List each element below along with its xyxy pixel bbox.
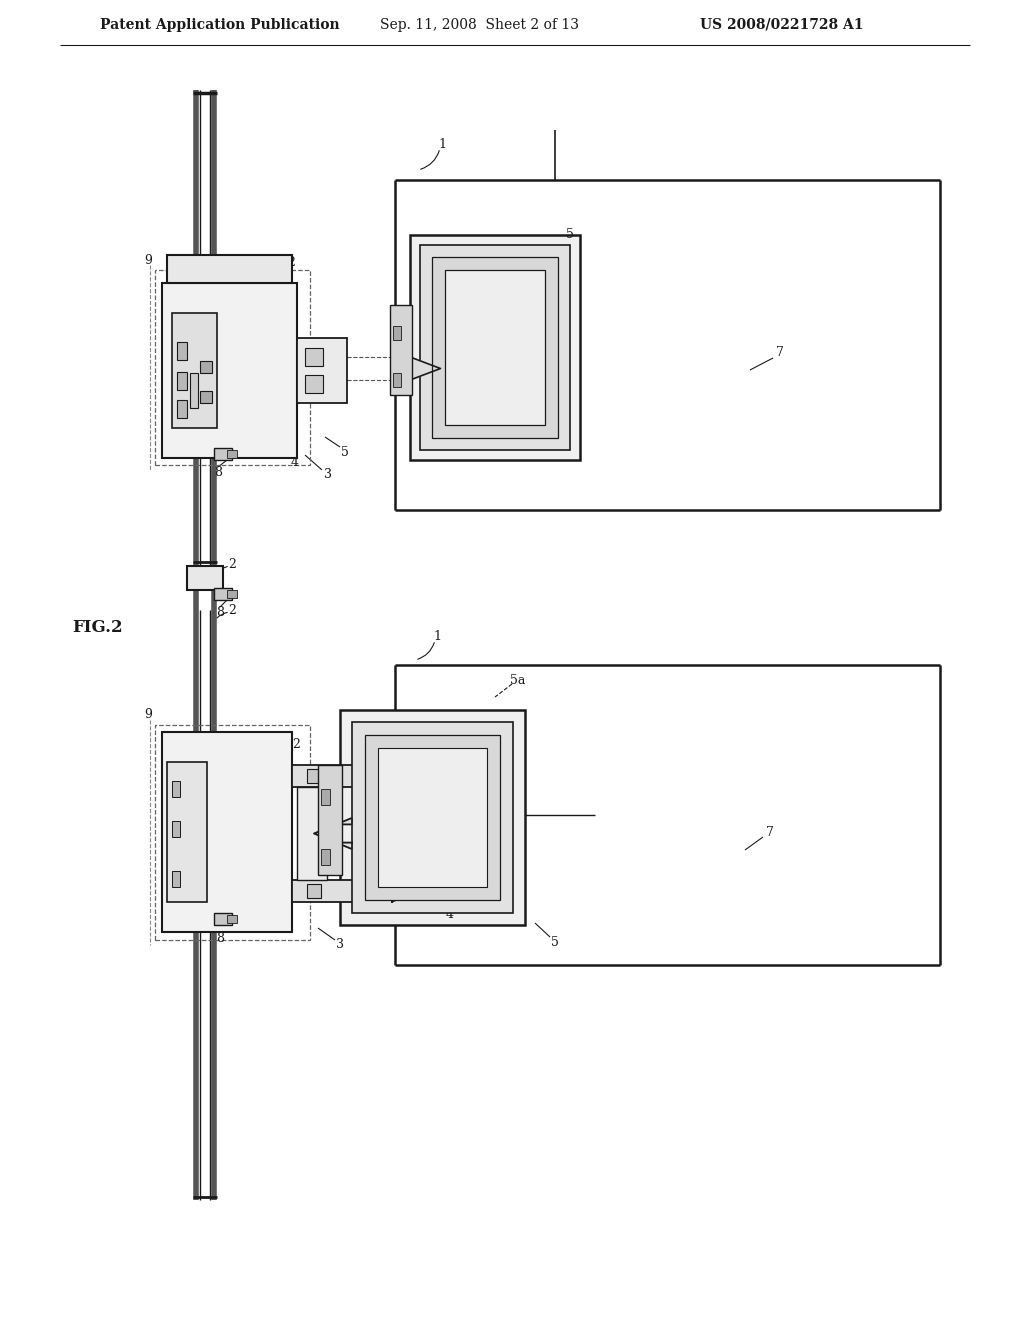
Text: 2: 2 bbox=[228, 557, 236, 570]
Bar bbox=[172, 871, 180, 887]
Bar bbox=[214, 587, 232, 601]
Text: Patent Application Publication: Patent Application Publication bbox=[100, 18, 340, 32]
Text: 8: 8 bbox=[216, 606, 224, 619]
Bar bbox=[378, 748, 487, 887]
Bar bbox=[292, 766, 392, 787]
Bar bbox=[321, 789, 330, 805]
Bar bbox=[214, 913, 232, 925]
Bar bbox=[162, 282, 297, 458]
Text: S: S bbox=[233, 437, 243, 450]
Bar bbox=[187, 566, 223, 590]
Text: US 2008/0221728 A1: US 2008/0221728 A1 bbox=[700, 18, 863, 32]
Text: 5: 5 bbox=[566, 228, 573, 242]
Text: 6: 6 bbox=[419, 755, 427, 768]
Bar bbox=[172, 821, 180, 837]
Text: 5a: 5a bbox=[254, 268, 269, 281]
Bar bbox=[432, 257, 558, 438]
Text: 8: 8 bbox=[214, 466, 222, 479]
Text: 4: 4 bbox=[291, 457, 299, 470]
Bar bbox=[200, 360, 212, 374]
Polygon shape bbox=[392, 766, 417, 787]
Bar bbox=[177, 400, 187, 418]
Bar bbox=[340, 710, 525, 925]
Bar bbox=[227, 915, 237, 923]
Text: 4: 4 bbox=[446, 908, 454, 921]
Text: S: S bbox=[240, 284, 248, 297]
Bar bbox=[167, 762, 207, 902]
Text: 7: 7 bbox=[766, 825, 774, 838]
Text: 9: 9 bbox=[144, 253, 152, 267]
Bar bbox=[305, 375, 323, 393]
Bar bbox=[318, 766, 342, 875]
Bar bbox=[390, 305, 412, 395]
Text: 6: 6 bbox=[419, 879, 427, 891]
Bar bbox=[307, 884, 321, 898]
Text: 7: 7 bbox=[776, 346, 784, 359]
Text: 5a: 5a bbox=[510, 673, 525, 686]
Polygon shape bbox=[314, 818, 352, 849]
Text: 8: 8 bbox=[216, 932, 224, 945]
Bar bbox=[307, 770, 321, 783]
Bar bbox=[155, 725, 310, 940]
Text: 12: 12 bbox=[285, 738, 301, 751]
Bar bbox=[393, 326, 401, 341]
Bar bbox=[393, 374, 401, 387]
Bar bbox=[227, 590, 237, 598]
Bar bbox=[227, 450, 237, 458]
Bar bbox=[297, 338, 347, 403]
Text: 1: 1 bbox=[438, 139, 446, 152]
Text: 5: 5 bbox=[551, 936, 559, 949]
Text: S: S bbox=[259, 754, 267, 767]
Bar bbox=[172, 313, 217, 428]
Bar bbox=[167, 255, 292, 282]
Text: 9: 9 bbox=[144, 709, 152, 722]
Bar bbox=[177, 372, 187, 389]
Text: 1: 1 bbox=[433, 631, 441, 644]
Bar bbox=[321, 849, 330, 865]
Bar bbox=[365, 735, 500, 900]
Text: Sep. 11, 2008  Sheet 2 of 13: Sep. 11, 2008 Sheet 2 of 13 bbox=[380, 18, 579, 32]
Bar bbox=[305, 348, 323, 366]
Text: S: S bbox=[246, 880, 254, 894]
Polygon shape bbox=[392, 356, 440, 380]
Bar bbox=[200, 391, 212, 403]
Text: 2: 2 bbox=[228, 603, 236, 616]
Text: 5: 5 bbox=[341, 446, 349, 458]
Bar bbox=[352, 722, 513, 913]
Bar bbox=[292, 880, 392, 902]
Text: 3: 3 bbox=[324, 469, 332, 482]
Polygon shape bbox=[392, 880, 417, 902]
Text: 12: 12 bbox=[280, 256, 296, 268]
Bar bbox=[420, 246, 570, 450]
Bar bbox=[410, 235, 580, 459]
Bar bbox=[214, 447, 232, 459]
Bar bbox=[162, 733, 292, 932]
Bar bbox=[155, 271, 310, 465]
Bar bbox=[177, 342, 187, 360]
Text: FIG.2: FIG.2 bbox=[72, 619, 123, 635]
Bar bbox=[445, 271, 545, 425]
Text: 3: 3 bbox=[336, 939, 344, 952]
Bar bbox=[190, 374, 198, 408]
Bar bbox=[297, 787, 327, 880]
Bar bbox=[172, 781, 180, 797]
